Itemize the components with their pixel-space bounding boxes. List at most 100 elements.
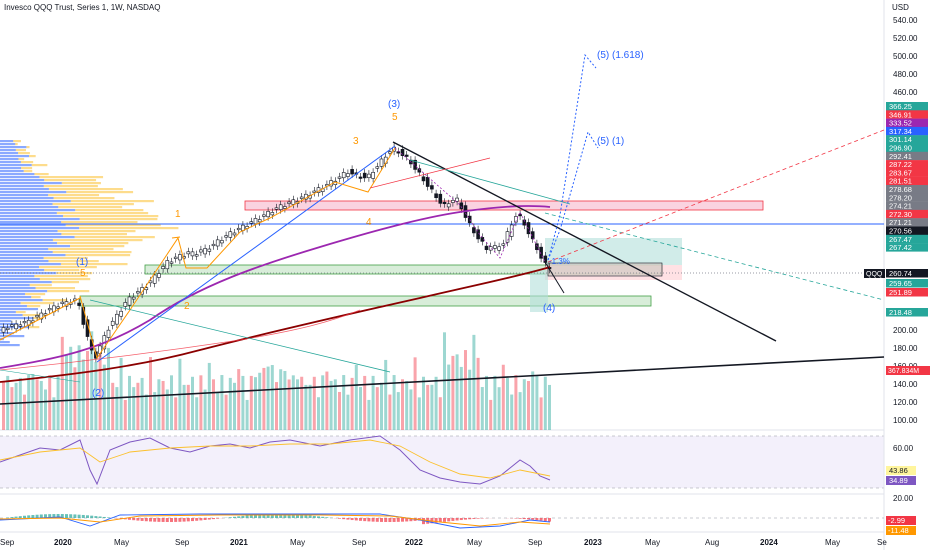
macd-bar [300, 514, 304, 518]
candle [140, 287, 144, 295]
candle [278, 204, 283, 210]
volume-bar [233, 382, 236, 430]
macd-bar [174, 518, 178, 522]
profile-bar-orange [58, 206, 123, 209]
profile-bar-orange [21, 167, 33, 170]
profile-bar-blue [0, 167, 22, 170]
profile-bar-orange [79, 218, 158, 221]
volume-bar [69, 346, 73, 430]
volume-bar [60, 336, 64, 430]
candle [194, 254, 199, 257]
volume-bar [417, 397, 421, 430]
profile-bar-orange [52, 251, 132, 254]
profile-bar-orange [26, 146, 30, 149]
price-badge: 260.74 [889, 269, 912, 278]
volume-bar [287, 379, 291, 430]
candle [299, 196, 304, 199]
volume-bar [380, 382, 383, 430]
volume-bar [39, 380, 43, 430]
volume-bar [111, 382, 115, 430]
volume-bar [220, 375, 224, 430]
price-badge-bg [886, 193, 928, 202]
profile-bar-orange [44, 269, 80, 272]
macd-bar [170, 518, 173, 522]
macd-bar [98, 516, 102, 518]
volume-bar [485, 375, 488, 430]
volume-bar [548, 384, 551, 430]
candle [274, 207, 279, 210]
volume-bar [140, 377, 144, 430]
volume-bar [514, 375, 518, 430]
volume-bar [195, 397, 199, 430]
volume-bar [123, 399, 127, 430]
wave1-sub: 5 [80, 268, 86, 279]
price-badge-bg [886, 226, 928, 235]
volume-bar [350, 377, 354, 430]
time-label: Sep [352, 538, 367, 547]
profile-bar-orange [44, 179, 97, 182]
candle [123, 302, 128, 307]
candle [266, 211, 270, 218]
candle [224, 235, 228, 238]
price-tick: 120.00 [893, 398, 918, 407]
symbol-badge-bg [864, 269, 885, 278]
rsi-badge: 43.86 [889, 466, 908, 475]
volume-bar [279, 369, 283, 430]
volume-bar [472, 334, 476, 430]
price-badge-bg [886, 218, 928, 227]
volume-bar [367, 399, 371, 430]
range-box [530, 270, 548, 312]
time-axis[interactable]: Sep 2020 May Sep 2021 May Sep 2022 May Sep 2023 May… [0, 538, 887, 547]
profile-bar-blue [0, 188, 49, 191]
profile-bar-blue [0, 215, 63, 218]
macd-bar [363, 518, 367, 522]
candle [430, 185, 434, 190]
volume-bar [312, 376, 316, 430]
macd-bar [476, 518, 480, 519]
price-axis[interactable]: USD 540.00 520.00 500.00 480.00 460.00 200.00 1… [892, 3, 918, 503]
trend-blue-up [96, 145, 396, 363]
price-badge-bg [886, 185, 928, 194]
candle [442, 201, 447, 205]
macd-bar [304, 515, 308, 518]
volume-bar [510, 394, 514, 430]
candle [472, 227, 476, 234]
macd-badge-bg [886, 526, 916, 535]
candle [509, 224, 514, 237]
price-badge-bg [886, 243, 928, 252]
candle [425, 176, 430, 187]
macd-bar [375, 518, 379, 522]
macd-bar [392, 518, 396, 522]
macd-badge: -11.48 [888, 526, 909, 535]
macd-bar [86, 515, 89, 518]
profile-bar-orange [28, 326, 40, 329]
profile-bar-blue [0, 179, 45, 182]
volume-bar [539, 397, 543, 430]
candle [539, 246, 543, 259]
price-badge: 270.56 [889, 227, 912, 236]
profile-bar-blue [0, 194, 49, 197]
volume-badge: 367.834M [888, 368, 919, 375]
macd-bar [434, 518, 438, 523]
candle [337, 176, 342, 179]
volume-bar [73, 367, 77, 430]
volume-bar [94, 362, 98, 430]
macd-bar [144, 518, 148, 522]
candle [207, 248, 212, 252]
candle [493, 245, 497, 249]
candle [182, 256, 186, 259]
volume-bar [165, 389, 169, 430]
volume-bar [375, 387, 379, 430]
price-badges: 366.25346.91333.52317.34301.14296.90292.… [864, 102, 930, 535]
candle [119, 310, 123, 317]
volume-bar [18, 377, 22, 430]
candle [367, 173, 371, 179]
profile-bar-orange [25, 293, 46, 296]
macd-bar [380, 518, 383, 522]
candle [396, 151, 401, 154]
volume-bar [535, 375, 539, 430]
volume-bar [224, 394, 228, 430]
price-tick: 180.00 [893, 344, 918, 353]
profile-bar-blue [0, 296, 32, 299]
